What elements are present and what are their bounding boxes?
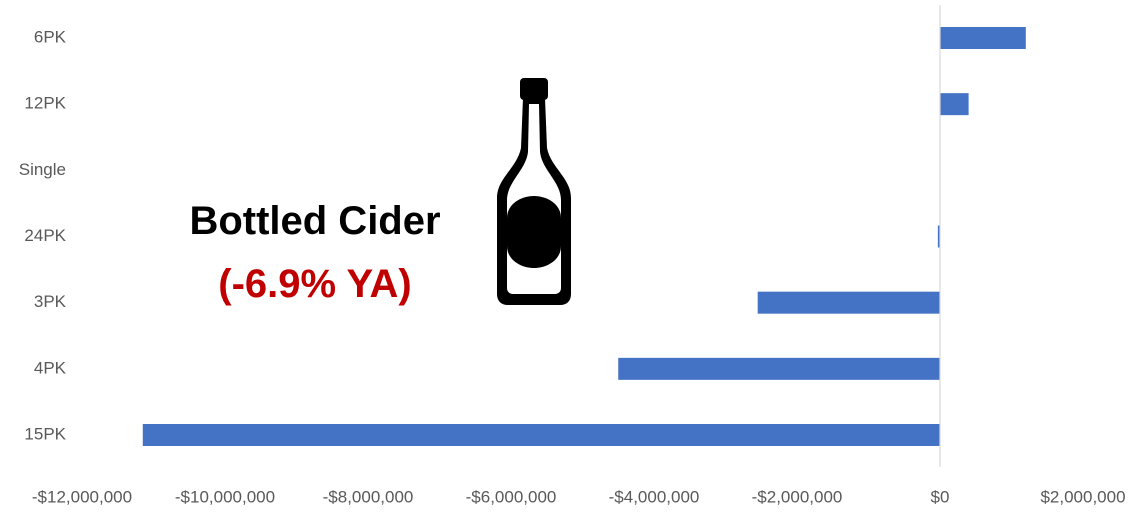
x-tick-labels: -$12,000,000 -$10,000,000 -$8,000,000 -$6,0… [32, 487, 1126, 506]
chart-title: Bottled Cider [189, 199, 441, 243]
x-tick-label: -$10,000,000 [175, 487, 275, 506]
bar-12pk [940, 93, 969, 116]
category-label-4pk: 4PK [34, 358, 67, 377]
bar-4pk [618, 357, 940, 380]
bottle-icon [497, 78, 571, 305]
x-tick-label: $0 [931, 487, 950, 506]
bars-group [142, 27, 1026, 446]
chart-subtitle: (-6.9% YA) [218, 262, 412, 306]
bar-15pk [142, 424, 940, 446]
category-label-6pk: 6PK [34, 27, 67, 46]
category-label-3pk: 3PK [34, 292, 67, 311]
bar-3pk [757, 291, 940, 314]
x-tick-label: -$12,000,000 [32, 487, 132, 506]
bar-24pk [937, 225, 940, 248]
category-label-12pk: 12PK [24, 94, 66, 113]
category-labels: 6PK 12PK Single 24PK 3PK 4PK 15PK [19, 27, 67, 443]
x-tick-label: -$8,000,000 [323, 487, 414, 506]
category-label-single: Single [19, 160, 66, 179]
x-tick-label: -$2,000,000 [752, 487, 843, 506]
bar-6pk [940, 27, 1026, 49]
category-label-15pk: 15PK [24, 424, 66, 443]
x-tick-label: -$4,000,000 [609, 487, 700, 506]
category-label-24pk: 24PK [24, 226, 66, 245]
x-tick-label: -$6,000,000 [466, 487, 557, 506]
x-tick-label: $2,000,000 [1040, 487, 1125, 506]
